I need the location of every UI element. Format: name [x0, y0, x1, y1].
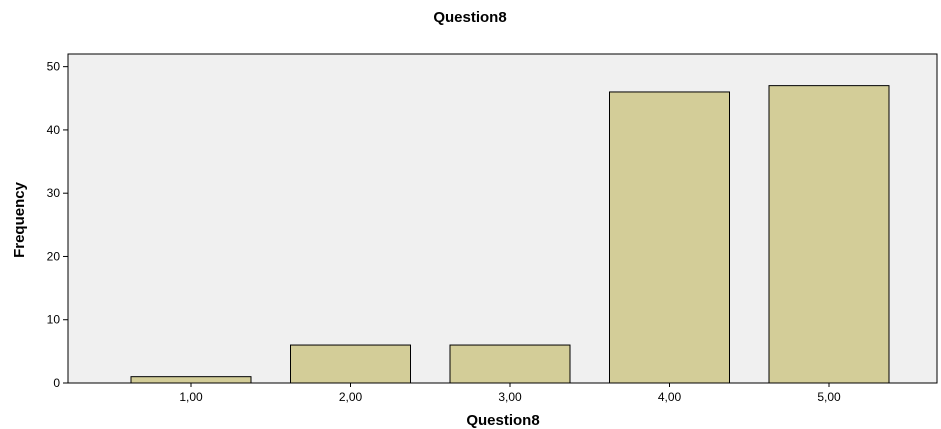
y-tick-label: 10 [47, 313, 61, 327]
y-tick-label: 20 [47, 249, 61, 263]
bar-4 [609, 91, 730, 384]
x-tick-label: 3,00 [498, 390, 522, 404]
x-tick-label: 2,00 [339, 390, 363, 404]
x-tick-label: 1,00 [179, 390, 203, 404]
y-tick-label: 0 [53, 376, 60, 390]
bar-3 [449, 344, 571, 384]
y-tick-label: 40 [47, 123, 61, 137]
y-axis-label: Frequency [11, 181, 28, 258]
bar-1 [130, 376, 252, 384]
y-tick-label: 50 [47, 60, 61, 74]
x-tick-label: 5,00 [817, 390, 841, 404]
x-tick-label: 4,00 [658, 390, 682, 404]
bar-2 [290, 344, 411, 384]
bar-5 [768, 85, 890, 384]
y-tick-label: 30 [47, 186, 61, 200]
chart-title: Question8 [433, 9, 506, 26]
x-axis-label: Question8 [466, 412, 539, 429]
